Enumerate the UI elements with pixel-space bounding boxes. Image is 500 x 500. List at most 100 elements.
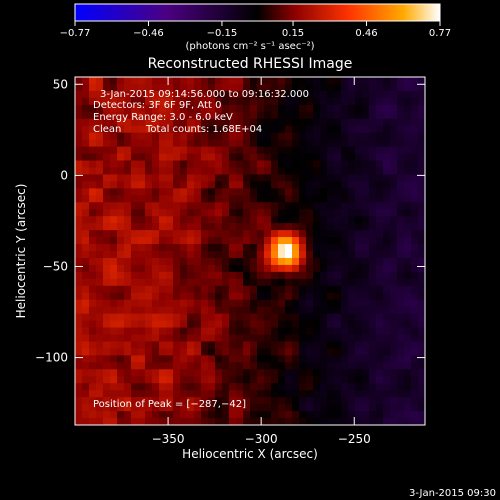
heatmap-cell bbox=[117, 306, 125, 315]
heatmap-cell bbox=[138, 90, 146, 99]
heatmap-cell bbox=[152, 195, 160, 203]
heatmap-cell bbox=[75, 77, 83, 85]
heatmap-cell bbox=[299, 237, 307, 245]
heatmap-cell bbox=[180, 244, 188, 252]
heatmap-cell bbox=[257, 174, 265, 182]
heatmap-cell bbox=[131, 90, 139, 99]
heatmap-cell bbox=[166, 376, 174, 384]
heatmap-cell bbox=[411, 139, 419, 148]
heatmap-cell bbox=[383, 167, 391, 176]
heatmap-cell bbox=[159, 404, 167, 412]
heatmap-cell bbox=[383, 223, 391, 231]
heatmap-cell bbox=[145, 202, 153, 210]
heatmap-cell bbox=[355, 237, 363, 245]
heatmap-cell bbox=[348, 285, 356, 294]
heatmap-cell bbox=[383, 418, 391, 425]
heatmap-cell bbox=[110, 230, 118, 238]
heatmap-cell bbox=[173, 320, 181, 329]
heatmap-cell bbox=[173, 327, 181, 336]
heatmap-cell bbox=[278, 299, 286, 308]
heatmap-cell bbox=[411, 320, 419, 329]
heatmap-cell bbox=[271, 244, 279, 252]
heatmap-cell bbox=[96, 418, 104, 425]
heatmap-cell bbox=[103, 418, 111, 425]
heatmap-cell bbox=[215, 313, 223, 322]
heatmap-cell bbox=[117, 125, 125, 134]
heatmap-cell bbox=[418, 160, 425, 169]
heatmap-cell bbox=[397, 292, 405, 301]
heatmap-cell bbox=[243, 160, 251, 169]
heatmap-cell bbox=[236, 292, 244, 301]
heatmap-cell bbox=[152, 83, 160, 92]
heatmap-cell bbox=[138, 237, 146, 245]
heatmap-cell bbox=[166, 418, 174, 425]
heatmap-cell bbox=[194, 216, 202, 224]
heatmap-cell bbox=[362, 216, 370, 224]
heatmap-cell bbox=[271, 188, 279, 196]
heatmap-cell bbox=[222, 404, 230, 412]
heatmap-cell bbox=[222, 299, 230, 308]
heatmap-cell bbox=[229, 223, 237, 231]
heatmap-cell bbox=[96, 209, 104, 217]
heatmap-cell bbox=[89, 418, 97, 425]
heatmap-cell bbox=[313, 404, 321, 412]
heatmap-cell bbox=[369, 111, 377, 120]
heatmap-cell bbox=[334, 146, 342, 155]
heatmap-cell bbox=[306, 320, 314, 329]
heatmap-cell bbox=[397, 327, 405, 336]
heatmap-cell bbox=[194, 397, 202, 405]
heatmap-cell bbox=[355, 264, 363, 273]
heatmap-cell bbox=[348, 174, 356, 182]
heatmap-cell bbox=[222, 118, 230, 127]
heatmap-cell bbox=[208, 111, 216, 120]
heatmap-cell bbox=[404, 369, 412, 377]
heatmap-cell bbox=[180, 341, 188, 350]
heatmap-cell bbox=[103, 97, 111, 106]
heatmap-cell bbox=[236, 257, 244, 266]
heatmap-cell bbox=[222, 313, 230, 322]
heatmap-cell bbox=[75, 327, 83, 336]
heatmap-cell bbox=[313, 230, 321, 238]
heatmap-cell bbox=[299, 244, 307, 252]
heatmap-cell bbox=[75, 230, 83, 238]
heatmap-cell bbox=[236, 139, 244, 148]
heatmap-cell bbox=[404, 202, 412, 210]
heatmap-cell bbox=[327, 160, 335, 169]
heatmap-cell bbox=[187, 181, 195, 189]
heatmap-cell bbox=[271, 383, 279, 391]
heatmap-cell bbox=[166, 188, 174, 196]
heatmap-cell bbox=[355, 230, 363, 238]
heatmap-cell bbox=[390, 111, 398, 120]
heatmap-cell bbox=[411, 411, 419, 419]
heatmap-cell bbox=[236, 271, 244, 280]
heatmap-cell bbox=[180, 111, 188, 120]
heatmap-cell bbox=[236, 341, 244, 350]
heatmap-cell bbox=[383, 125, 391, 134]
heatmap-cell bbox=[208, 355, 216, 363]
heatmap-cell bbox=[292, 202, 300, 210]
heatmap-cell bbox=[173, 77, 181, 85]
heatmap-cell bbox=[166, 355, 174, 363]
heatmap-cell bbox=[376, 362, 384, 370]
heatmap-cell bbox=[271, 327, 279, 336]
heatmap-cell bbox=[285, 327, 293, 336]
heatmap-cell bbox=[285, 118, 293, 127]
heatmap-cell bbox=[124, 411, 132, 419]
heatmap-cell bbox=[124, 348, 132, 356]
heatmap-cell bbox=[383, 264, 391, 273]
heatmap-cell bbox=[124, 306, 132, 315]
heatmap-cell bbox=[404, 118, 412, 127]
heatmap-cell bbox=[236, 327, 244, 336]
heatmap-cell bbox=[201, 355, 209, 363]
heatmap-cell bbox=[271, 125, 279, 134]
heatmap-cell bbox=[376, 230, 384, 238]
heatmap-cell bbox=[75, 251, 83, 259]
heatmap-cell bbox=[390, 174, 398, 182]
heatmap-cell bbox=[152, 383, 160, 391]
heatmap-cell bbox=[96, 181, 104, 189]
heatmap-cell bbox=[362, 390, 370, 398]
heatmap-cell bbox=[320, 341, 328, 350]
heatmap-cell bbox=[355, 257, 363, 266]
heatmap-cell bbox=[411, 195, 419, 203]
heatmap-cell bbox=[173, 188, 181, 196]
